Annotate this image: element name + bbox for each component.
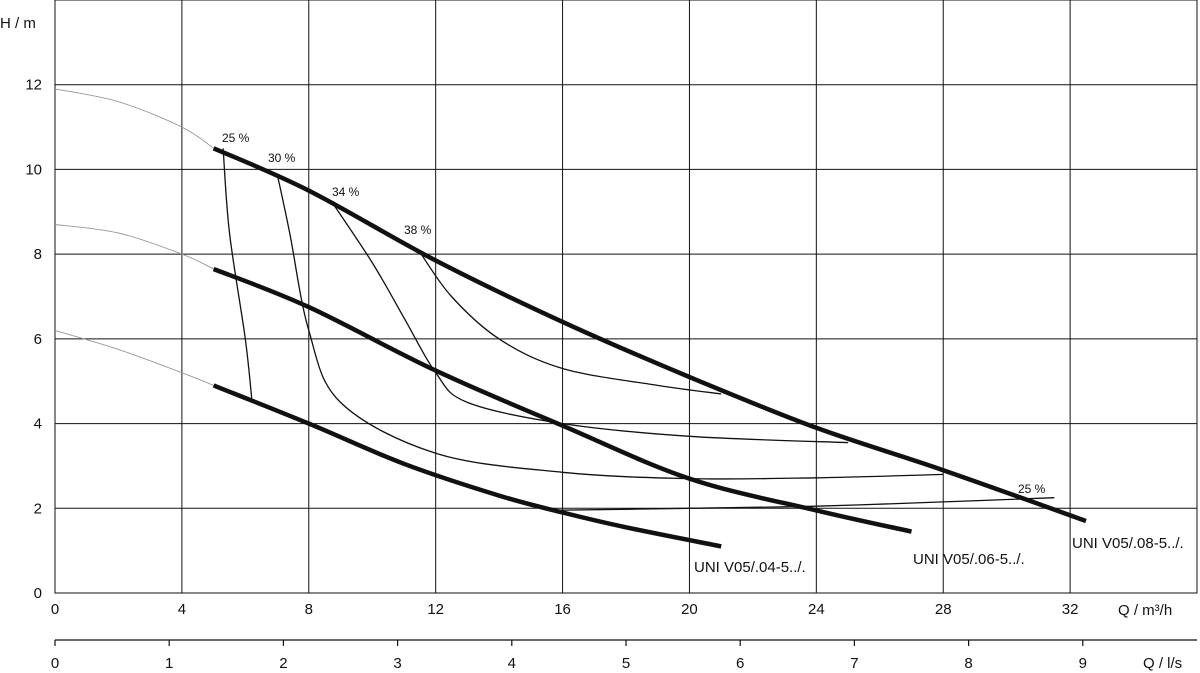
extrapolation-line	[54, 88, 214, 149]
percent-label: 25 %	[1018, 482, 1046, 496]
x-tick-label: 0	[51, 601, 59, 618]
y-tick-label: 8	[34, 246, 42, 263]
x-tick-label: 24	[808, 601, 825, 618]
x2-tick-label: 4	[508, 655, 516, 672]
x2-tick-label: 3	[393, 655, 401, 672]
y-tick-label: 6	[34, 331, 42, 348]
series-label: UNI V05/.08-5../.	[1072, 535, 1184, 552]
x2-tick-label: 8	[964, 655, 972, 672]
grid	[54, 0, 1198, 594]
percent-label: 38 %	[404, 223, 432, 237]
series-label: UNI V05/.06-5../.	[913, 551, 1025, 568]
percent-curve	[546, 497, 1055, 512]
x2-tick-label: 7	[850, 655, 858, 672]
x2-tick-label: 1	[165, 655, 173, 672]
x-tick-label: 8	[305, 601, 313, 618]
percent-label: 25 %	[222, 131, 250, 145]
x2-tick-label: 0	[51, 655, 59, 672]
extrapolation-line	[54, 329, 214, 386]
x-tick-label: 28	[935, 601, 952, 618]
x2-axis-title: Q / l/s	[1143, 655, 1182, 672]
percent-curve	[276, 173, 944, 480]
y-tick-label: 10	[25, 161, 42, 178]
x-tick-label: 20	[681, 601, 698, 618]
x-tick-label: 32	[1062, 601, 1079, 618]
y-tick-label: 12	[25, 77, 42, 94]
extrapolation-line	[54, 224, 214, 270]
x2-tick-label: 2	[279, 655, 287, 672]
percent-curve	[419, 251, 722, 395]
percent-curve	[333, 205, 849, 444]
x-tick-label: 12	[427, 601, 444, 618]
x2-tick-label: 5	[622, 655, 630, 672]
plot-frame	[54, 0, 1198, 594]
x-tick-label: 16	[554, 601, 571, 618]
x-axis-title: Q / m³/h	[1118, 602, 1172, 619]
series-line	[212, 383, 722, 549]
labels: H / m Q / m³/h Q / l/s 25 % 30 % 34 % 38…	[0, 15, 1184, 672]
y-tick-label: 0	[34, 585, 42, 602]
series-line	[212, 146, 1087, 524]
percent-label: 34 %	[332, 185, 360, 199]
y-tick-label: 4	[34, 416, 42, 433]
y-tick-label: 2	[34, 500, 42, 517]
y-axis-title: H / m	[0, 15, 36, 32]
x-tick-label: 4	[178, 601, 186, 618]
percent-label: 30 %	[268, 151, 296, 165]
series-line	[212, 266, 912, 534]
x2-tick-label: 9	[1079, 655, 1087, 672]
curves	[54, 88, 1087, 549]
series-label: UNI V05/.04-5../.	[694, 559, 806, 576]
x2-tick-label: 6	[736, 655, 744, 672]
